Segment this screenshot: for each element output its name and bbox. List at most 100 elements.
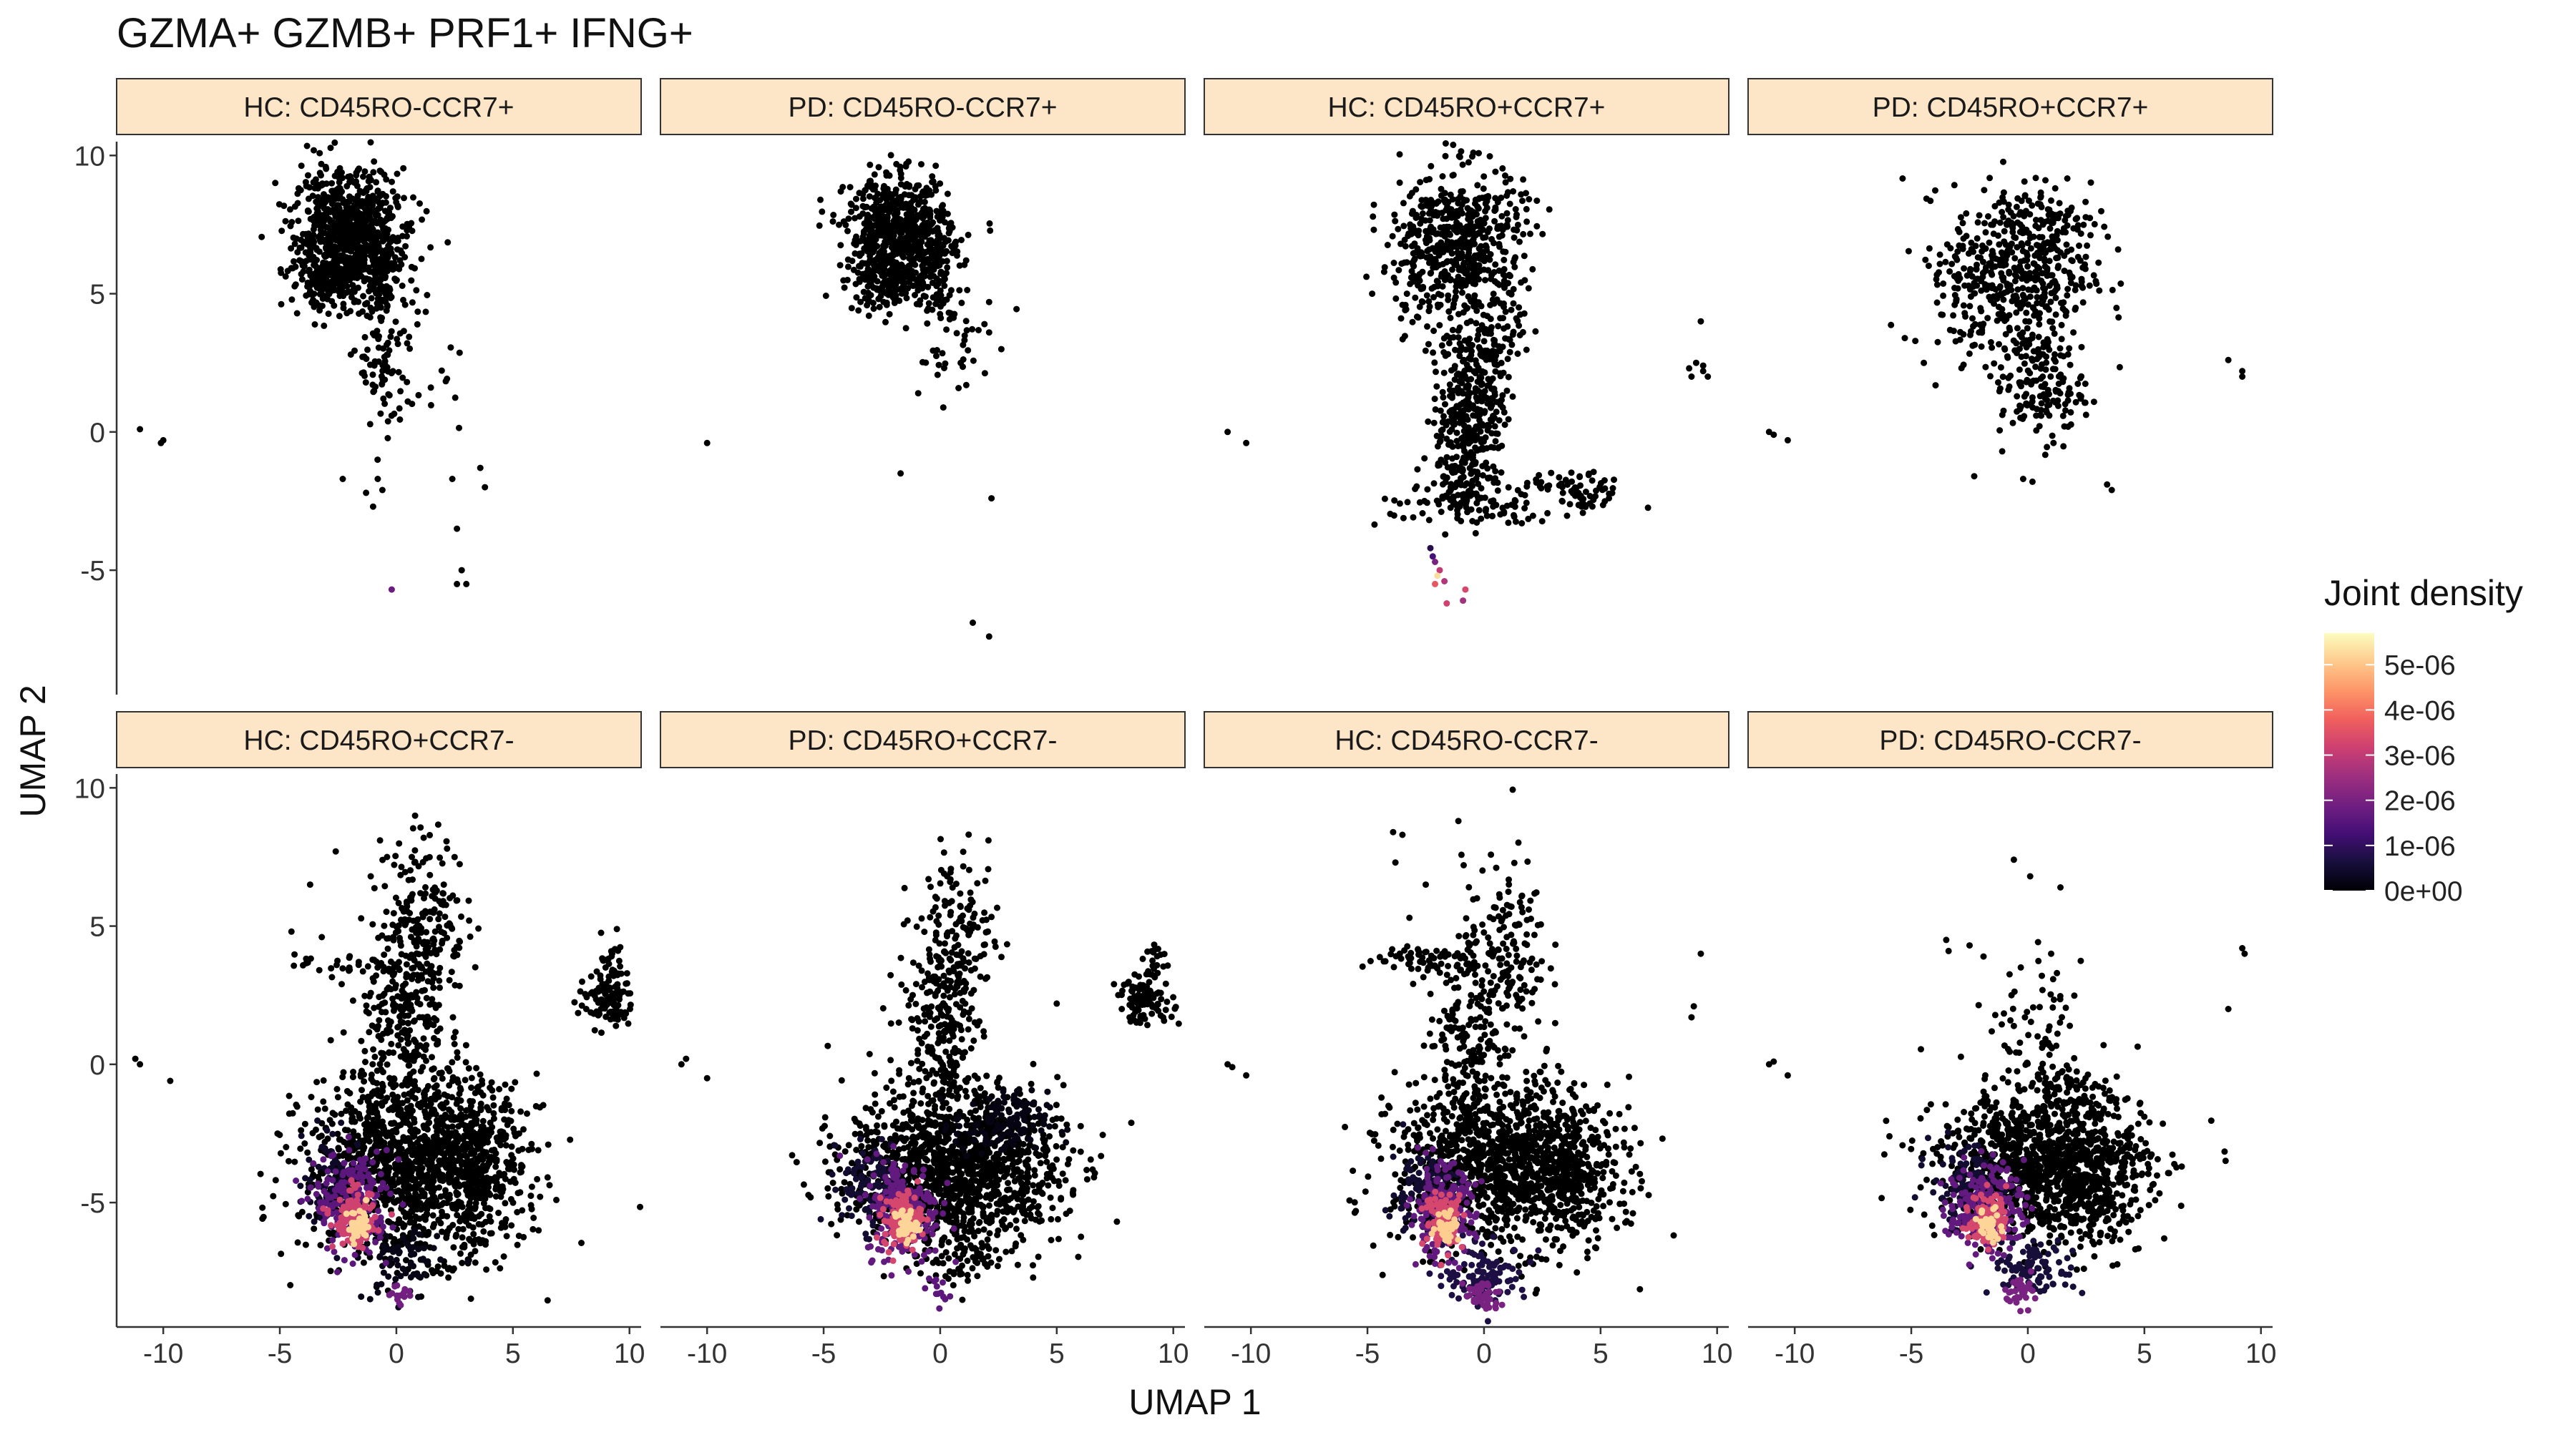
data-point xyxy=(2036,320,2043,328)
data-point xyxy=(2026,293,2034,300)
data-point xyxy=(374,300,381,307)
data-point xyxy=(1400,222,1407,230)
data-point xyxy=(1525,285,1532,292)
data-point xyxy=(918,272,924,279)
data-point xyxy=(961,261,968,268)
data-point xyxy=(1996,427,2004,434)
data-point xyxy=(614,981,621,988)
data-point xyxy=(960,356,967,363)
data-point xyxy=(395,922,402,929)
data-point xyxy=(1510,300,1517,307)
data-point xyxy=(424,292,431,298)
data-point xyxy=(317,1242,324,1249)
data-point xyxy=(381,400,389,407)
data-point xyxy=(579,978,585,985)
data-point xyxy=(841,284,848,291)
data-point xyxy=(1463,425,1470,432)
data-point xyxy=(369,192,376,200)
data-point xyxy=(1387,510,1394,517)
data-point xyxy=(1485,474,1492,481)
data-point xyxy=(409,401,416,408)
data-point xyxy=(1899,175,1906,182)
data-point xyxy=(377,260,384,268)
data-point xyxy=(613,926,620,933)
data-point xyxy=(1442,401,1448,408)
data-point xyxy=(374,1067,381,1074)
facet-panel: HC: CD45RO-CCR7+ xyxy=(116,78,642,593)
data-point xyxy=(396,840,403,847)
data-point xyxy=(1465,376,1472,383)
data-point xyxy=(1458,148,1465,155)
data-point xyxy=(369,1022,376,1029)
data-point xyxy=(1416,270,1423,278)
data-point xyxy=(2054,254,2062,261)
data-point xyxy=(1433,368,1439,376)
data-point xyxy=(2000,407,2007,414)
data-point xyxy=(937,268,945,275)
data-point xyxy=(341,230,348,237)
density-point xyxy=(1441,578,1448,584)
data-point xyxy=(2038,383,2045,390)
data-point xyxy=(300,268,307,275)
data-point xyxy=(2060,353,2067,360)
data-point xyxy=(1500,315,1506,322)
data-point xyxy=(1470,209,1478,216)
data-point xyxy=(1688,373,1695,380)
data-point xyxy=(414,922,421,929)
scatter-points xyxy=(137,139,489,593)
data-point xyxy=(2043,353,2050,361)
data-point xyxy=(2016,221,2024,228)
data-point xyxy=(422,308,429,315)
data-point xyxy=(2046,401,2053,408)
data-point xyxy=(1980,258,1986,265)
data-point xyxy=(361,333,369,341)
data-point xyxy=(407,867,414,874)
data-point xyxy=(904,205,910,212)
data-point xyxy=(1546,482,1553,489)
data-point xyxy=(2021,178,2028,185)
data-point xyxy=(600,1000,608,1007)
data-point xyxy=(328,974,336,981)
data-point xyxy=(837,188,844,195)
data-point xyxy=(906,278,913,285)
data-point xyxy=(1390,260,1397,266)
data-point xyxy=(897,194,904,201)
data-point xyxy=(374,239,381,246)
data-point xyxy=(1478,485,1485,492)
data-point xyxy=(1433,383,1440,390)
data-point xyxy=(2067,421,2074,428)
data-point xyxy=(1601,477,1608,484)
data-point xyxy=(1556,474,1563,481)
data-point xyxy=(396,330,404,337)
data-point xyxy=(1455,411,1463,418)
data-point xyxy=(416,200,423,207)
data-point xyxy=(985,633,992,640)
data-point xyxy=(426,1001,434,1008)
data-point xyxy=(1473,490,1480,497)
data-point xyxy=(923,220,930,227)
data-point xyxy=(2061,268,2068,275)
data-point xyxy=(2064,285,2072,293)
data-point xyxy=(1493,296,1501,303)
data-point xyxy=(940,243,947,249)
data-point xyxy=(394,341,401,348)
data-point xyxy=(2239,373,2246,380)
data-point xyxy=(1505,373,1512,381)
data-point xyxy=(1505,519,1512,527)
data-point xyxy=(1961,310,1968,317)
data-point xyxy=(345,966,352,973)
data-point xyxy=(985,329,992,336)
data-point xyxy=(1940,292,1947,299)
data-point xyxy=(1493,430,1500,437)
data-point xyxy=(512,1079,519,1086)
data-point xyxy=(1492,368,1499,375)
data-point xyxy=(369,921,376,928)
data-point xyxy=(2049,432,2056,439)
data-point xyxy=(314,1106,321,1113)
data-point xyxy=(280,202,288,210)
data-point xyxy=(1963,210,1970,217)
scatter-points xyxy=(703,152,1020,640)
data-point xyxy=(320,230,327,237)
data-point xyxy=(379,367,386,374)
data-point xyxy=(856,275,863,283)
